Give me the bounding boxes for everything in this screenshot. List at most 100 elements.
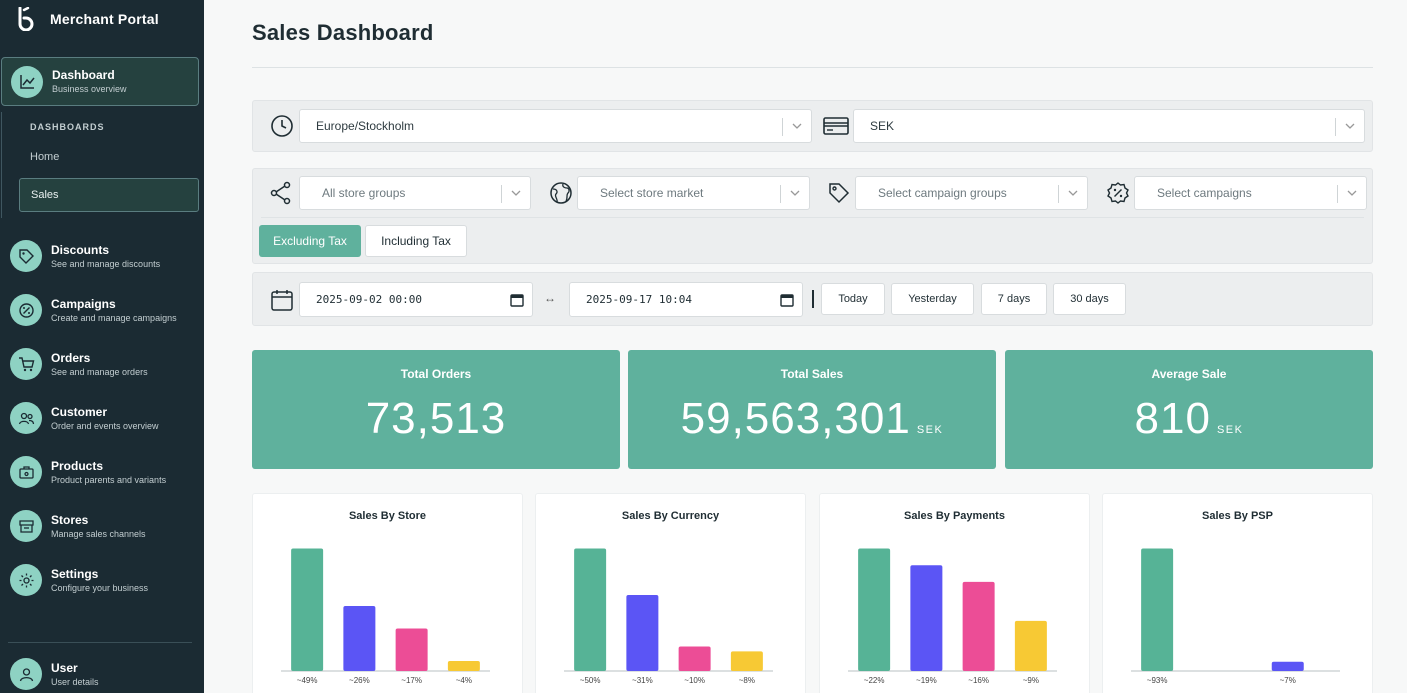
chart-bar[interactable] — [574, 548, 607, 672]
store-market-select[interactable]: Select store market — [577, 176, 810, 210]
chart-title: Sales By PSP — [1202, 510, 1273, 522]
sidebar-item-products[interactable]: Products Product parents and variants — [0, 448, 204, 496]
app-title: Merchant Portal — [50, 11, 159, 27]
seven-days-button[interactable]: 7 days — [981, 283, 1047, 315]
brand[interactable]: Merchant Portal — [0, 0, 204, 38]
kpi-label: Total Sales — [780, 367, 844, 381]
date-from-input[interactable]: 2025-09-02 00:00 — [299, 282, 533, 317]
today-button[interactable]: Today — [821, 283, 885, 315]
tag-icon — [10, 240, 42, 272]
chart-bar[interactable] — [343, 606, 376, 671]
chart-title: Sales By Store — [348, 510, 427, 522]
sidebar-item-sub: See and manage orders — [51, 366, 148, 377]
chevron-down-icon — [792, 123, 802, 129]
thirty-days-button[interactable]: 30 days — [1053, 283, 1126, 315]
page-title: Sales Dashboard — [252, 20, 434, 45]
chart-tick-label: ~8% — [739, 676, 755, 685]
currency-select[interactable]: SEK — [853, 109, 1365, 143]
excluding-tax-button[interactable]: Excluding Tax — [259, 225, 361, 257]
store-icon — [10, 510, 42, 542]
store-groups-placeholder: All store groups — [322, 186, 406, 200]
chart-bar[interactable] — [962, 581, 995, 671]
chart-bar[interactable] — [291, 548, 324, 672]
currency-value: SEK — [870, 119, 895, 133]
credit-card-icon — [823, 117, 849, 135]
chart-bar[interactable] — [1014, 620, 1047, 671]
chart-canvas: ~22% ~19% ~16% ~9% — [848, 548, 1057, 685]
store-groups-select[interactable]: All store groups — [299, 176, 531, 210]
sidebar-item-label: Campaigns — [51, 296, 116, 311]
kpi-label: Average Sale — [1151, 367, 1227, 381]
sidebar-item-customer[interactable]: Customer Order and events overview — [0, 394, 204, 442]
sidebar-item-discounts[interactable]: Discounts See and manage discounts — [0, 232, 204, 280]
chart-title: Sales By Currency — [621, 510, 720, 522]
chart-tick-label: ~31% — [632, 676, 653, 685]
date-to-input[interactable]: 2025-09-17 10:04 — [569, 282, 803, 317]
chevron-down-icon — [790, 190, 800, 196]
sidebar-item-sub: See and manage discounts — [51, 258, 161, 269]
chart-tick-label: ~26% — [349, 676, 370, 685]
kpi-value: 810 — [1134, 394, 1211, 443]
chevron-down-icon — [1347, 190, 1357, 196]
kpi-unit: SEK — [1216, 424, 1244, 436]
chevron-down-icon — [1068, 190, 1078, 196]
including-tax-button[interactable]: Including Tax — [365, 225, 467, 257]
chart-tick-label: ~49% — [297, 676, 318, 685]
campaigns-select[interactable]: Select campaigns — [1134, 176, 1367, 210]
sidebar-item-settings[interactable]: Settings Configure your business — [0, 556, 204, 604]
timezone-select[interactable]: Europe/Stockholm — [299, 109, 812, 143]
kpi-value: 73,513 — [365, 394, 507, 443]
chart-bar[interactable] — [626, 595, 659, 671]
subnav-item-home[interactable]: Home — [30, 151, 60, 163]
chart-bar[interactable] — [1141, 548, 1174, 672]
filter-divider — [261, 217, 1364, 218]
sidebar-item-dashboard[interactable]: Dashboard Business overview — [1, 57, 199, 106]
range-separator — [812, 290, 814, 308]
kpi-total-orders: Total Orders 73,513 — [252, 350, 620, 469]
sidebar-item-label: Settings — [51, 566, 99, 581]
sidebar-item-campaigns[interactable]: Campaigns Create and manage campaigns — [0, 286, 204, 334]
calendar-icon — [510, 294, 524, 307]
chart-bar[interactable] — [858, 548, 891, 672]
cart-icon — [10, 348, 42, 380]
chart-tick-label: ~9% — [1023, 676, 1039, 685]
kpi-average-sale: Average Sale 810 SEK — [1005, 350, 1373, 469]
sidebar-item-sub: Manage sales channels — [51, 528, 146, 539]
share-nodes-icon — [270, 181, 291, 205]
date-to-value: 2025-09-17 10:04 — [586, 293, 692, 306]
chart-tick-label: ~7% — [1280, 676, 1296, 685]
store-market-placeholder: Select store market — [600, 186, 704, 200]
chart-bar[interactable] — [395, 628, 428, 672]
chart-tick-label: ~17% — [401, 676, 422, 685]
chart-sales-by-payments: Sales By Payments ~22% ~19% ~16% ~9% — [819, 493, 1090, 693]
campaigns-placeholder: Select campaigns — [1157, 186, 1252, 200]
sidebar-item-label: Products — [51, 458, 104, 473]
campaign-groups-placeholder: Select campaign groups — [878, 186, 1007, 200]
chart-bar[interactable] — [447, 661, 480, 671]
globe-icon — [550, 182, 572, 204]
yesterday-button[interactable]: Yesterday — [891, 283, 974, 315]
title-divider — [252, 67, 1373, 68]
sidebar-item-orders[interactable]: Orders See and manage orders — [0, 340, 204, 388]
chart-bar[interactable] — [678, 646, 711, 672]
chart-bar[interactable] — [1271, 661, 1304, 671]
sidebar: Merchant Portal Dashboard Business overv… — [0, 0, 204, 693]
chart-tick-label: ~10% — [684, 676, 705, 685]
subnav-item-sales[interactable]: Sales — [19, 178, 199, 212]
kpi-total-sales: Total Sales 59,563,301 SEK — [628, 350, 996, 469]
chart-bar[interactable] — [730, 651, 763, 671]
chevron-down-icon — [1345, 123, 1355, 129]
sidebar-item-stores[interactable]: Stores Manage sales channels — [0, 502, 204, 550]
date-from-value: 2025-09-02 00:00 — [316, 293, 422, 306]
sidebar-item-label: Orders — [51, 350, 91, 365]
chart-canvas: ~49% ~26% ~17% ~4% — [281, 548, 490, 685]
chart-canvas: ~93% ~7% — [1131, 548, 1340, 685]
chart-bar[interactable] — [910, 565, 943, 671]
user-icon — [10, 658, 42, 690]
sidebar-item-user[interactable]: User User details — [10, 658, 99, 690]
gear-icon — [10, 564, 42, 596]
chart-title: Sales By Payments — [904, 510, 1005, 522]
users-icon — [10, 402, 42, 434]
campaign-groups-select[interactable]: Select campaign groups — [855, 176, 1088, 210]
calendar-icon — [780, 294, 794, 307]
